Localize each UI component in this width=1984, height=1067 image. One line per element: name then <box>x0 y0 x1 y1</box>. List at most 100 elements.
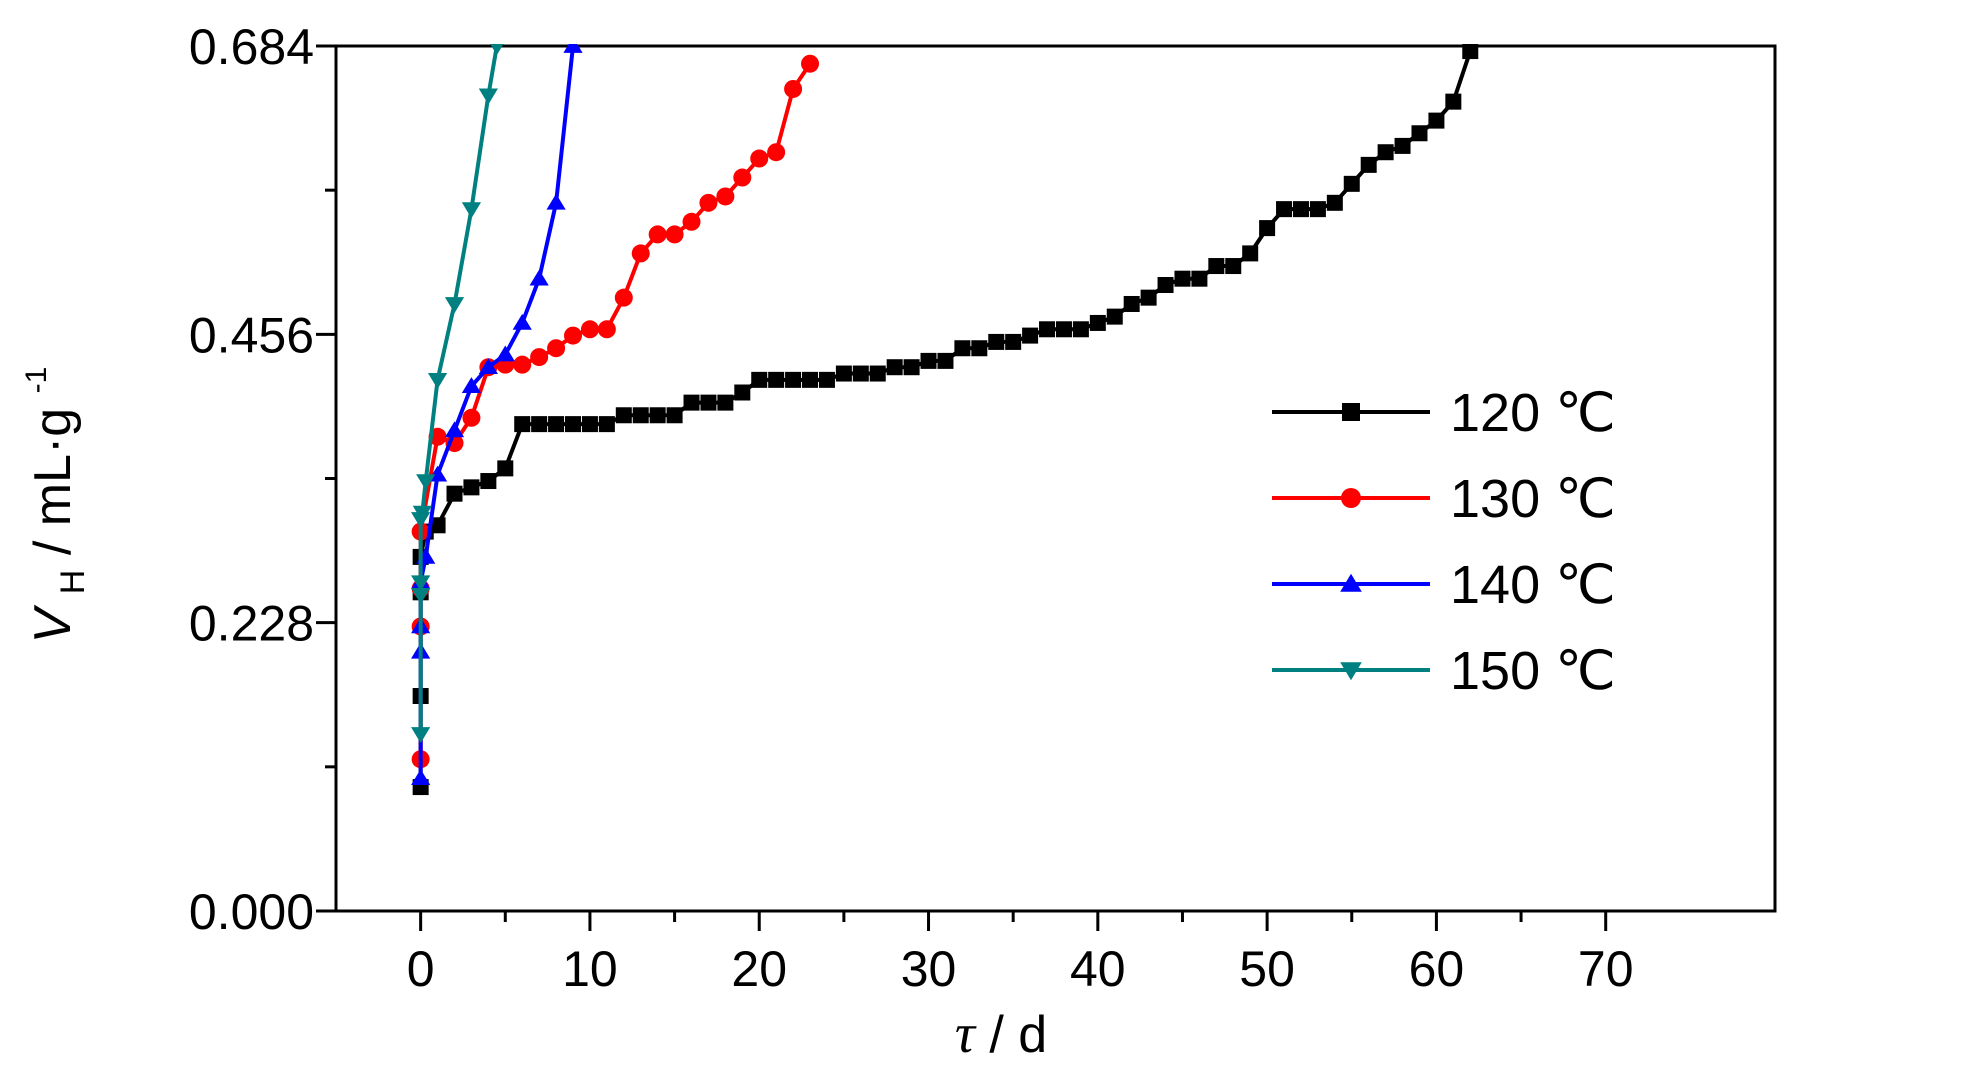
x-tick-label: 60 <box>1409 941 1465 997</box>
y-tick-label: 0.000 <box>189 884 314 940</box>
series-1-point <box>1005 333 1022 350</box>
series-1-point <box>463 479 480 496</box>
series-2-point <box>513 355 532 374</box>
series-2-point <box>648 225 667 244</box>
plot-area: 0 10 20 30 40 50 60 70 0.000 0.228 0.456 0.684 120 ℃… <box>189 19 1777 997</box>
y-tick-label: 0.228 <box>189 596 314 652</box>
series-1-point <box>1072 321 1089 338</box>
series-1-point <box>734 384 751 401</box>
series-1-point <box>1022 327 1039 344</box>
series-1-point <box>1377 144 1394 161</box>
series-1-point <box>1360 156 1377 173</box>
series-4-point <box>412 505 432 522</box>
series-1-point <box>852 365 869 382</box>
series-1-point <box>1445 93 1462 110</box>
x-axis-title-unit: / d <box>989 1006 1047 1062</box>
series-1-point <box>1174 270 1191 287</box>
series-3-group <box>411 44 583 786</box>
series-1-point <box>1394 137 1411 154</box>
series-2-point <box>462 408 481 427</box>
series-1-point <box>497 460 514 477</box>
series-1-point <box>1411 125 1428 142</box>
series-1-point <box>514 416 531 433</box>
series-1-point <box>1326 194 1343 211</box>
y-axis-title-sub: H <box>54 570 92 595</box>
series-3-point <box>478 358 498 375</box>
series-1-point <box>1039 321 1056 338</box>
series-1-point <box>886 359 903 376</box>
series-1-point <box>565 416 582 433</box>
legend-marker-2 <box>1341 488 1361 508</box>
series-1-point <box>1462 44 1479 60</box>
series-1-point <box>920 352 937 369</box>
series-1-point <box>446 485 463 502</box>
series-1-point <box>1428 112 1445 129</box>
series-1-group <box>412 44 1479 796</box>
series-1-point <box>1055 321 1072 338</box>
x-tick-label: 70 <box>1578 941 1634 997</box>
series-2-point <box>801 54 820 73</box>
legend-label-2: 130 ℃ <box>1450 469 1616 529</box>
y-tick-label: 0.456 <box>189 307 314 363</box>
series-1-point <box>615 407 632 424</box>
series-1-point <box>598 416 615 433</box>
series-1-point <box>1309 201 1326 218</box>
y-axis-title-sup: -1 <box>20 367 53 394</box>
legend-marker-4 <box>1340 662 1362 681</box>
x-axis-title-var: τ <box>955 1003 977 1062</box>
series-1-point <box>835 365 852 382</box>
series-1-point <box>954 340 971 357</box>
series-1-point <box>818 371 835 388</box>
series-3-point <box>411 769 431 786</box>
series-3-point <box>461 377 482 394</box>
series-1-point <box>802 371 819 388</box>
series-1-point <box>1089 314 1106 331</box>
series-1-point <box>1225 258 1242 275</box>
series-1-point <box>480 473 497 490</box>
series-3-point <box>444 421 465 438</box>
y-axis-title: V H / mL·g -1 <box>20 367 96 644</box>
series-1-point <box>937 352 954 369</box>
series-1-point <box>1157 277 1174 294</box>
series-3-point <box>495 345 515 362</box>
series-2-point <box>580 320 599 339</box>
series-4-point <box>411 588 431 604</box>
series-4-point <box>461 202 482 219</box>
series-2-point <box>665 225 684 244</box>
series-2-point <box>767 143 786 162</box>
x-tick-label: 20 <box>731 941 787 997</box>
series-1-point <box>903 359 920 376</box>
series-4-point <box>490 44 504 56</box>
series-1-point <box>1276 201 1293 218</box>
x-tick-label: 50 <box>1239 941 1295 997</box>
series-1-point <box>988 333 1005 350</box>
series-1-point <box>785 371 802 388</box>
series-3-line <box>418 45 576 779</box>
x-axis-title: τ / d <box>955 1003 1047 1062</box>
series-4-line <box>418 45 499 734</box>
series-4-point <box>416 474 436 491</box>
series-3-point <box>529 269 549 286</box>
series-1-point <box>717 394 734 411</box>
series-1-point <box>1242 245 1259 262</box>
series-2-point <box>750 149 769 168</box>
series-1-point <box>548 416 565 433</box>
series-2-point <box>631 244 650 263</box>
series-1-point <box>700 394 717 411</box>
series-1-point <box>869 365 886 382</box>
legend-marker-3 <box>1340 573 1362 592</box>
series-1-point <box>632 407 649 424</box>
series-2-point <box>784 79 803 98</box>
series-3-point <box>563 44 583 53</box>
series-2-point <box>614 288 633 307</box>
series-1-point <box>1343 175 1360 192</box>
series-1-point <box>1106 308 1123 325</box>
series-4-point <box>427 373 448 389</box>
series-1-point <box>666 407 683 424</box>
series-4-point <box>444 297 465 314</box>
legend-label-4: 150 ℃ <box>1450 641 1616 701</box>
series-1-point <box>751 371 768 388</box>
series-1-point <box>429 517 446 534</box>
